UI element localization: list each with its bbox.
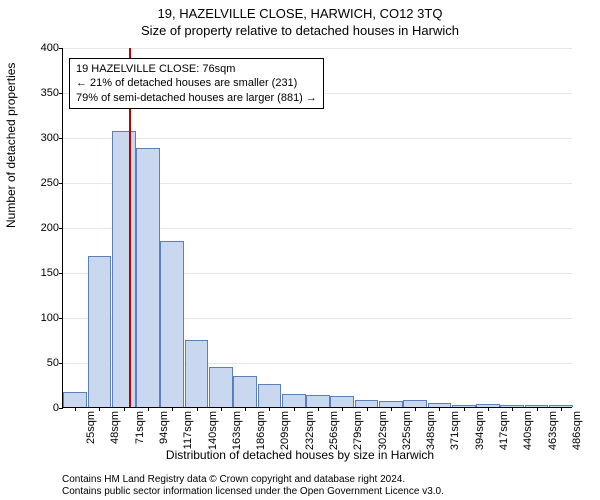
x-tick-mark bbox=[99, 407, 100, 411]
x-tick-mark bbox=[342, 407, 343, 411]
x-tick-mark bbox=[172, 407, 173, 411]
histogram-bar bbox=[306, 395, 330, 407]
histogram-bar bbox=[136, 148, 160, 407]
x-tick-mark bbox=[391, 407, 392, 411]
x-tick-mark bbox=[197, 407, 198, 411]
x-tick-label: 48sqm bbox=[105, 411, 121, 444]
x-tick-label: 486sqm bbox=[567, 411, 583, 450]
histogram-bar bbox=[330, 396, 354, 407]
footer-line2: Contains public sector information licen… bbox=[62, 486, 444, 498]
main-title: 19, HAZELVILLE CLOSE, HARWICH, CO12 3TQ bbox=[0, 0, 600, 21]
y-tick-mark bbox=[59, 138, 63, 139]
annotation-line1: 19 HAZELVILLE CLOSE: 76sqm bbox=[76, 62, 317, 76]
y-axis-label: Number of detached properties bbox=[4, 63, 18, 228]
x-tick-mark bbox=[439, 407, 440, 411]
annotation-box: 19 HAZELVILLE CLOSE: 76sqm ← 21% of deta… bbox=[69, 58, 324, 109]
y-tick-mark bbox=[59, 408, 63, 409]
x-tick-mark bbox=[318, 407, 319, 411]
histogram-bar bbox=[185, 340, 209, 408]
x-tick-label: 325sqm bbox=[397, 411, 413, 450]
x-tick-label: 117sqm bbox=[178, 411, 194, 449]
sub-title: Size of property relative to detached ho… bbox=[0, 21, 600, 38]
histogram-bar bbox=[282, 394, 306, 408]
x-tick-mark bbox=[75, 407, 76, 411]
x-tick-label: 232sqm bbox=[300, 411, 316, 450]
x-tick-label: 279sqm bbox=[348, 411, 364, 450]
x-tick-label: 209sqm bbox=[275, 411, 291, 450]
x-tick-mark bbox=[245, 407, 246, 411]
histogram-bar bbox=[209, 367, 233, 408]
x-tick-label: 394sqm bbox=[470, 411, 486, 450]
grid-line bbox=[63, 138, 572, 139]
histogram-bar bbox=[258, 384, 282, 407]
y-tick-mark bbox=[59, 183, 63, 184]
y-tick-mark bbox=[59, 93, 63, 94]
x-axis-label: Distribution of detached houses by size … bbox=[0, 448, 600, 462]
x-tick-label: 163sqm bbox=[227, 411, 243, 450]
annotation-line2: ← 21% of detached houses are smaller (23… bbox=[76, 76, 317, 90]
y-tick-mark bbox=[59, 363, 63, 364]
histogram-bar bbox=[112, 131, 136, 407]
x-tick-label: 348sqm bbox=[421, 411, 437, 450]
x-tick-label: 140sqm bbox=[203, 411, 219, 450]
histogram-bar bbox=[63, 392, 87, 407]
x-tick-label: 94sqm bbox=[154, 411, 170, 444]
histogram-bar bbox=[355, 400, 379, 407]
histogram-bar bbox=[88, 256, 112, 407]
y-tick-mark bbox=[59, 48, 63, 49]
y-tick-mark bbox=[59, 273, 63, 274]
x-tick-mark bbox=[537, 407, 538, 411]
grid-line bbox=[63, 48, 572, 49]
x-tick-label: 440sqm bbox=[518, 411, 534, 450]
histogram-bar bbox=[160, 241, 184, 408]
x-tick-label: 256sqm bbox=[324, 411, 340, 450]
x-tick-label: 186sqm bbox=[251, 411, 267, 450]
x-tick-mark bbox=[124, 407, 125, 411]
x-tick-mark bbox=[148, 407, 149, 411]
x-tick-mark bbox=[221, 407, 222, 411]
x-tick-mark bbox=[415, 407, 416, 411]
x-tick-mark bbox=[294, 407, 295, 411]
chart-area: 05010015020025030035040025sqm48sqm71sqm9… bbox=[62, 48, 572, 408]
x-tick-label: 25sqm bbox=[81, 411, 97, 444]
x-tick-label: 302sqm bbox=[373, 411, 389, 450]
x-tick-mark bbox=[367, 407, 368, 411]
x-tick-label: 71sqm bbox=[130, 411, 146, 444]
histogram-bar bbox=[403, 400, 427, 407]
y-tick-mark bbox=[59, 228, 63, 229]
y-tick-mark bbox=[59, 318, 63, 319]
x-tick-mark bbox=[512, 407, 513, 411]
footer-line1: Contains HM Land Registry data © Crown c… bbox=[62, 474, 444, 486]
histogram-bar bbox=[233, 376, 257, 407]
x-tick-mark bbox=[561, 407, 562, 411]
x-tick-label: 463sqm bbox=[543, 411, 559, 450]
footer: Contains HM Land Registry data © Crown c… bbox=[62, 474, 444, 498]
x-tick-label: 371sqm bbox=[445, 411, 461, 450]
x-tick-mark bbox=[488, 407, 489, 411]
x-tick-label: 417sqm bbox=[494, 411, 510, 450]
x-tick-mark bbox=[269, 407, 270, 411]
annotation-line3: 79% of semi-detached houses are larger (… bbox=[76, 91, 317, 105]
x-tick-mark bbox=[464, 407, 465, 411]
